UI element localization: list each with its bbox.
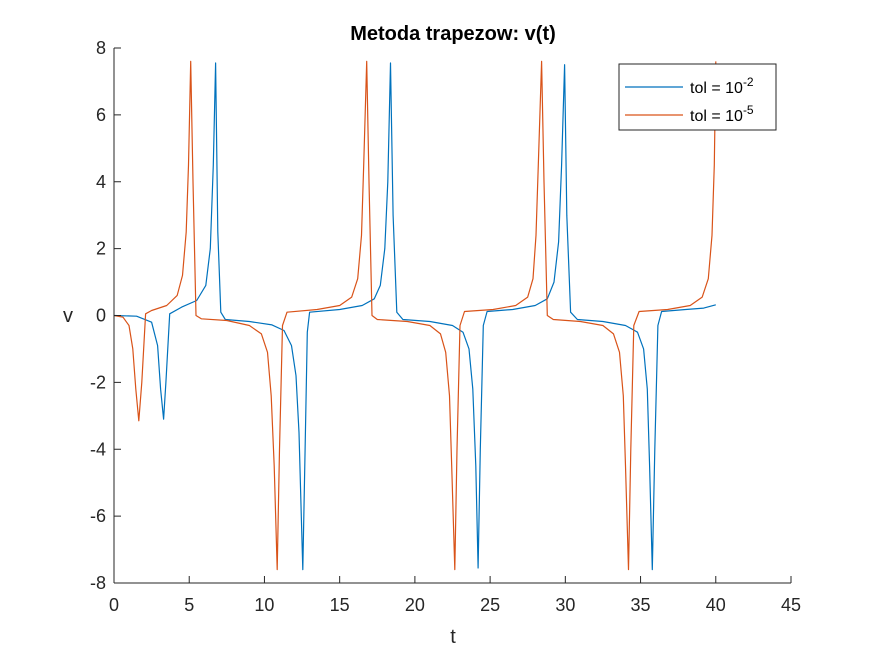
x-tick-label: 45 <box>781 595 801 615</box>
x-tick-label: 15 <box>330 595 350 615</box>
y-tick-label: -8 <box>90 573 106 593</box>
plot-area: 0 5 10 15 20 25 30 35 40 45 -8 -6 -4 -2 0 2 4 6 8 <box>90 38 801 615</box>
legend-entry-exponent: -5 <box>743 103 754 117</box>
legend-entry-tol-1e-2: tol = 10-2 <box>690 75 754 97</box>
y-tick-label: -6 <box>90 506 106 526</box>
y-tick-label: 4 <box>96 172 106 192</box>
y-tick-label: 2 <box>96 239 106 259</box>
legend-entry-base: tol = 10 <box>690 108 743 125</box>
y-tick-label: 8 <box>96 38 106 58</box>
legend-box <box>618 63 777 131</box>
series-line-0 <box>113 62 716 571</box>
y-axis-label: v <box>63 305 73 327</box>
x-tick-label: 10 <box>254 595 274 615</box>
y-tick-label: -2 <box>90 372 106 392</box>
y-axis-ticks: -8 -6 -4 -2 0 2 4 6 8 <box>90 38 121 593</box>
legend-entry-exponent: -2 <box>743 75 754 89</box>
x-tick-label: 35 <box>631 595 651 615</box>
series-layer <box>113 60 717 571</box>
y-tick-label: -4 <box>90 439 106 459</box>
legend: tol = 10-2 tol = 10-5 <box>618 63 777 131</box>
x-tick-label: 30 <box>555 595 575 615</box>
x-axis-ticks: 0 5 10 15 20 25 30 35 40 45 <box>109 576 801 615</box>
x-tick-label: 0 <box>109 595 119 615</box>
legend-entry-tol-1e-5: tol = 10-5 <box>690 103 754 125</box>
y-tick-label: 6 <box>96 105 106 125</box>
legend-entry-base: tol = 10 <box>690 80 743 97</box>
chart-title: Metoda trapezow: v(t) <box>350 23 556 45</box>
x-tick-label: 20 <box>405 595 425 615</box>
series-line-1 <box>113 60 717 571</box>
x-tick-label: 25 <box>480 595 500 615</box>
x-tick-label: 40 <box>706 595 726 615</box>
y-tick-label: 0 <box>96 306 106 326</box>
x-tick-label: 5 <box>184 595 194 615</box>
x-axis-label: t <box>450 626 456 648</box>
